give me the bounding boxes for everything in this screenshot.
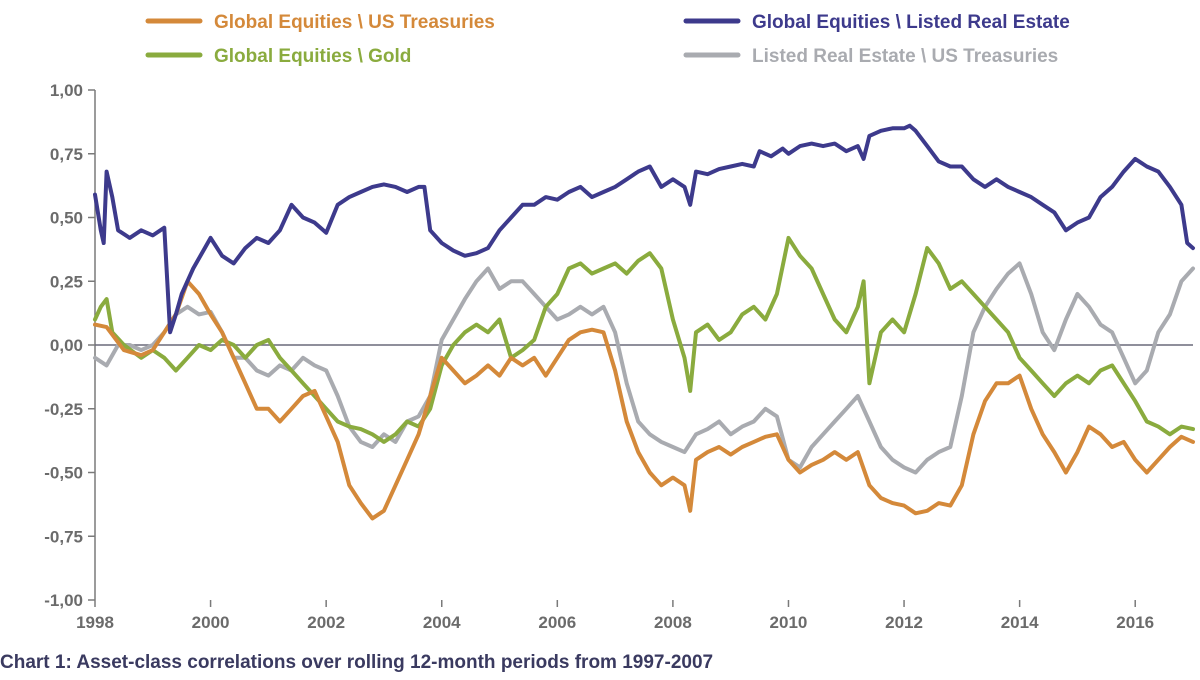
chart-caption: Chart 1: Asset-class correlations over r…: [0, 652, 713, 673]
y-tick-label: -0,50: [44, 464, 83, 483]
legend: Global Equities \ US Treasuries Global Eq…: [145, 12, 1070, 67]
series-line-2: [93, 235, 1195, 444]
x-tick-label: 2004: [423, 613, 461, 632]
x-tick-label: 2012: [885, 613, 923, 632]
axes: 1,00 0,75 0,50 0,25 0,00 -0,25 -0,50 -0,75 -1,00…: [44, 81, 1193, 632]
legend-label-2: Global Equities \ Gold: [214, 46, 411, 67]
x-tick-label: 2008: [654, 613, 692, 632]
y-tick-label: -0,25: [44, 400, 83, 419]
y-tick-label: 0,75: [50, 145, 83, 164]
legend-label-3: Listed Real Estate \ US Treasuries: [752, 46, 1058, 67]
x-tick-label: 1998: [76, 613, 114, 632]
x-tick-label: 2000: [192, 613, 230, 632]
x-tick-label: 2002: [307, 613, 345, 632]
y-tick-label: 0,00: [50, 336, 83, 355]
legend-label-1: Global Equities \ Listed Real Estate: [752, 12, 1070, 33]
legend-label-0: Global Equities \ US Treasuries: [214, 12, 495, 33]
y-tick-label: 0,25: [50, 272, 83, 291]
x-tick-label: 2010: [770, 613, 808, 632]
y-tick-label: -1,00: [44, 591, 83, 610]
y-tick-label: 1,00: [50, 81, 83, 100]
series-line-3: [93, 261, 1195, 475]
y-tick-label: -0,75: [44, 527, 83, 546]
series-line-1: [93, 123, 1195, 335]
series-line-0: [93, 279, 1195, 521]
x-tick-label: 2006: [538, 613, 576, 632]
series-layer: [93, 123, 1195, 521]
x-tick-label: 2016: [1116, 613, 1154, 632]
x-tick-label: 2014: [1001, 613, 1039, 632]
y-tick-label: 0,50: [50, 209, 83, 228]
